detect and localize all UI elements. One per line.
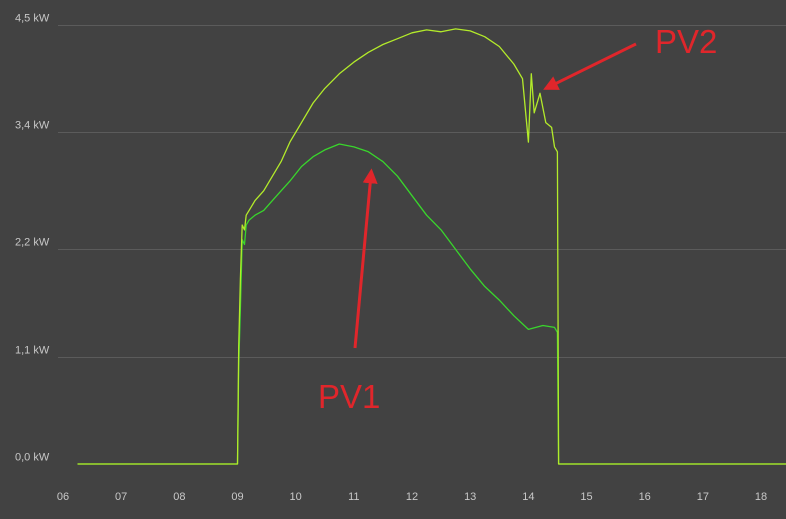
series-lines xyxy=(77,28,786,465)
series-line-pv2 xyxy=(77,28,786,465)
y-tick-label: 1,1 kW xyxy=(15,345,50,357)
x-tick-label: 07 xyxy=(115,491,127,503)
x-tick-label: 11 xyxy=(348,491,359,503)
y-tick-label: 2,2 kW xyxy=(15,237,50,249)
x-tick-label: 16 xyxy=(639,491,651,503)
x-axis-ticks: 06 07 08 09 10 11 12 13 14 15 16 17 18 xyxy=(57,491,767,503)
x-tick-label: 13 xyxy=(464,491,476,503)
x-tick-label: 12 xyxy=(406,491,418,503)
annotation-arrow-pv1 xyxy=(353,168,378,349)
x-tick-label: 10 xyxy=(290,491,302,503)
y-tick-label: 4,5 kW xyxy=(15,13,50,25)
annotation-label-pv2: PV2 xyxy=(655,23,717,60)
x-tick-label: 08 xyxy=(173,491,185,503)
x-tick-label: 06 xyxy=(57,491,69,503)
annotation-label-pv1: PV1 xyxy=(318,378,380,415)
y-tick-label: 3,4 kW xyxy=(15,120,50,132)
x-tick-label: 18 xyxy=(755,491,767,503)
annotations: PV2 PV1 xyxy=(318,23,717,415)
x-tick-label: 17 xyxy=(697,491,709,503)
y-tick-label: 0,0 kW xyxy=(15,452,50,464)
grid-lines xyxy=(58,25,786,358)
series-line-pv1 xyxy=(77,143,786,465)
x-tick-label: 09 xyxy=(231,491,243,503)
x-tick-label: 14 xyxy=(522,491,534,503)
annotation-arrow-pv2 xyxy=(543,42,637,90)
y-axis-ticks: 0,0 kW 1,1 kW 2,2 kW 3,4 kW 4,5 kW xyxy=(15,13,50,464)
x-tick-label: 15 xyxy=(580,491,592,503)
